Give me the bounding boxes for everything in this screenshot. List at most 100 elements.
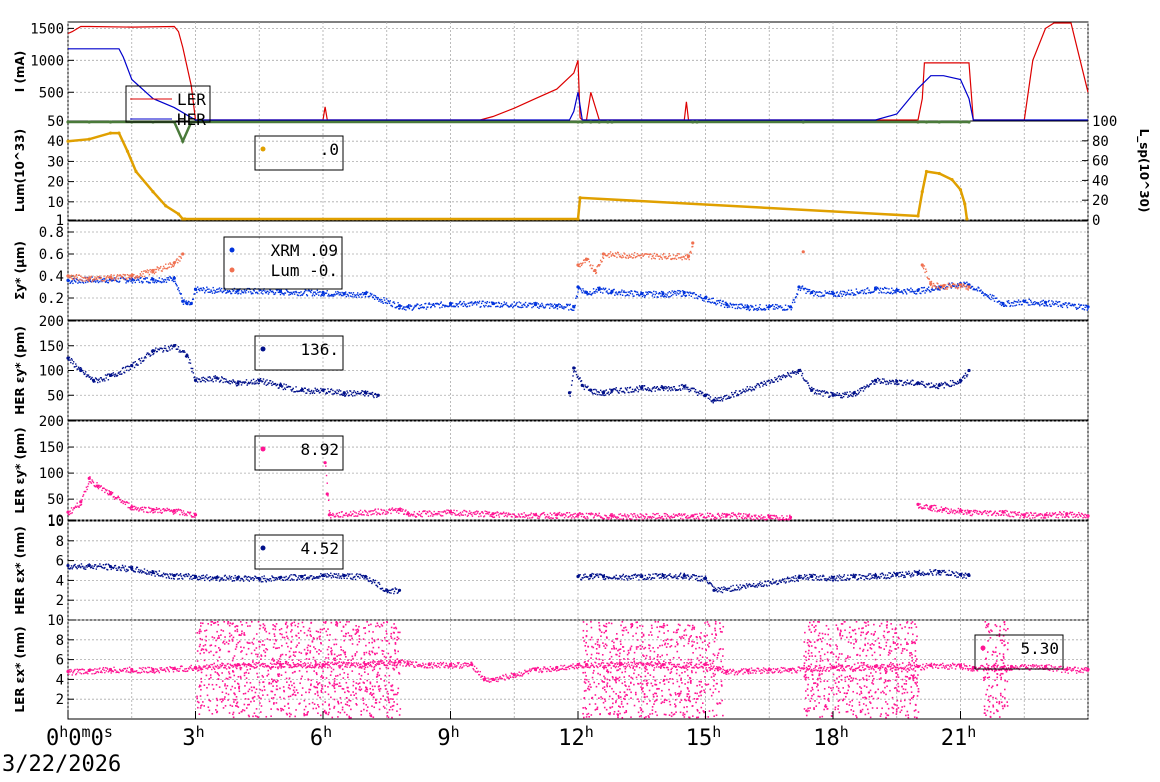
data-dot <box>875 378 877 381</box>
data-dot <box>236 578 238 580</box>
data-dot <box>207 376 209 378</box>
data-dot <box>129 368 132 370</box>
data-dot <box>715 304 717 306</box>
data-dot <box>774 378 777 381</box>
data-dot <box>579 287 581 290</box>
data-dot <box>156 508 158 511</box>
data-dot <box>537 515 540 517</box>
data-dot <box>660 256 662 259</box>
data-dot <box>95 568 98 570</box>
data-dot <box>964 285 966 288</box>
data-dot <box>435 512 438 515</box>
data-dot <box>671 576 673 579</box>
data-dot <box>615 253 617 255</box>
data-dot <box>296 579 298 581</box>
data-dot <box>132 505 134 508</box>
data-dot <box>757 518 759 520</box>
data-dot <box>937 288 940 290</box>
data-dot <box>118 496 120 499</box>
data-dot <box>298 575 300 577</box>
data-dot <box>595 574 598 577</box>
data-dot <box>337 516 340 518</box>
data-dot <box>192 372 195 374</box>
data-dot <box>485 302 488 304</box>
data-dot <box>198 378 200 380</box>
data-dot <box>580 380 583 382</box>
data-dot <box>1050 305 1052 307</box>
data-dot <box>593 576 595 579</box>
data-dot <box>178 509 180 511</box>
data-dot <box>510 305 513 307</box>
data-dot <box>685 577 688 579</box>
data-dot <box>890 382 892 385</box>
data-dot <box>581 577 583 579</box>
data-dot <box>877 288 880 290</box>
data-dot <box>486 512 489 515</box>
data-dot <box>606 290 608 292</box>
data-dot <box>1003 514 1005 516</box>
data-dot <box>641 514 643 516</box>
data-dot <box>680 517 682 520</box>
data-dot <box>1064 516 1067 518</box>
data-dot <box>604 578 606 581</box>
data-dot <box>366 578 369 580</box>
data-dot <box>868 289 870 291</box>
data-dot <box>935 286 937 288</box>
data-dot <box>117 567 119 569</box>
data-dot <box>361 390 363 392</box>
data-dot <box>582 259 585 262</box>
data-dot <box>988 511 990 514</box>
data-dot <box>997 301 999 303</box>
data-dot <box>628 577 630 579</box>
data-dot <box>420 307 422 309</box>
data-dot <box>169 573 171 575</box>
data-dot <box>644 295 646 297</box>
data-dot <box>825 292 828 294</box>
data-dot <box>111 566 114 569</box>
data-dot <box>786 371 789 374</box>
data-dot <box>111 280 113 282</box>
data-dot <box>772 308 775 310</box>
data-dot <box>544 306 547 308</box>
data-dot <box>692 387 695 390</box>
data-dot <box>964 282 966 285</box>
data-dot <box>262 378 265 380</box>
data-dot <box>251 577 253 579</box>
data-dot <box>70 361 72 364</box>
data-dot <box>104 491 106 494</box>
data-dot <box>859 292 862 294</box>
data-dot <box>131 565 134 568</box>
data-dot <box>583 515 586 518</box>
data-dot <box>326 392 328 394</box>
data-dot <box>955 382 957 385</box>
data-dot <box>934 384 936 387</box>
data-dot <box>664 295 666 297</box>
data-dot <box>431 303 433 306</box>
data-dot <box>500 302 503 305</box>
data-dot <box>334 516 336 518</box>
data-dot <box>688 578 690 581</box>
data-dot <box>786 308 789 310</box>
data-dot <box>879 289 881 291</box>
data-dot <box>1067 303 1069 305</box>
data-dot <box>330 514 333 516</box>
data-dot <box>320 387 322 390</box>
data-dot <box>667 386 670 388</box>
data-dot <box>97 276 99 278</box>
data-dot <box>559 303 561 306</box>
data-dot <box>106 276 108 278</box>
data-dot <box>194 516 196 518</box>
data-dot <box>1010 302 1013 304</box>
data-dot <box>286 578 288 581</box>
data-dot <box>417 513 419 515</box>
data-dot <box>1053 513 1055 515</box>
data-dot <box>1070 304 1072 307</box>
data-dot <box>982 511 984 513</box>
data-dot <box>754 308 756 311</box>
data-dot <box>221 291 224 294</box>
data-dot <box>266 578 268 580</box>
data-dot <box>89 567 92 569</box>
data-dot <box>723 395 726 397</box>
data-dot <box>565 512 568 514</box>
data-dot <box>325 292 328 294</box>
